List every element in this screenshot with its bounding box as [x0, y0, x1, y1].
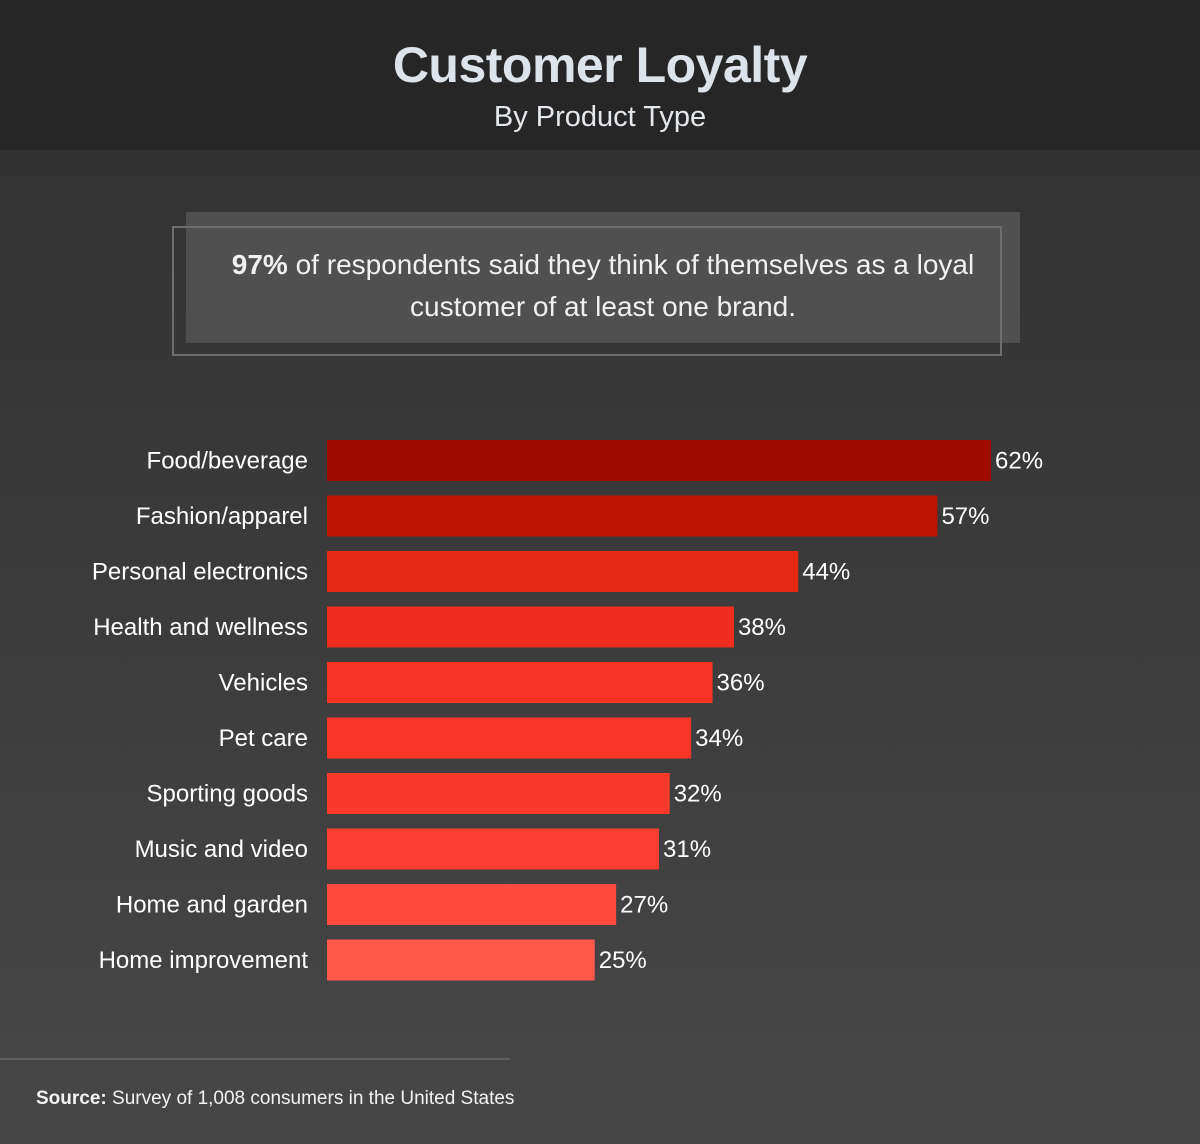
value-label-fashion-apparel: 57% [941, 503, 989, 530]
callout-line-2: customer of at least one brand. [410, 291, 796, 322]
callout-line-1: 97% of respondents said they think of th… [186, 244, 1020, 286]
category-label-vehicles: Vehicles [219, 670, 308, 697]
value-label-music-and-video: 31% [663, 836, 711, 863]
callout-highlight: 97% [231, 249, 288, 280]
category-label-pet-care: Pet care [219, 725, 308, 752]
callout-text: 97% of respondents said they think of th… [186, 244, 1020, 328]
bar-fashion-apparel [327, 495, 938, 537]
category-label-music-and-video: Music and video [135, 836, 308, 863]
value-label-personal-electronics: 44% [802, 559, 850, 586]
chart-header: Customer Loyalty By Product Type [0, 0, 1200, 150]
value-label-pet-care: 34% [695, 725, 743, 752]
chart-subtitle: By Product Type [493, 101, 707, 133]
bar-pet-care [327, 717, 692, 759]
value-label-health-and-wellness: 38% [738, 614, 786, 641]
callout-background [186, 212, 1020, 343]
value-label-home-improvement: 25% [599, 947, 647, 974]
value-label-home-and-garden: 27% [620, 892, 668, 919]
value-label-vehicles: 36% [717, 670, 765, 697]
bar-vehicles [327, 662, 713, 703]
callout-line-1-text: of respondents said they think of themse… [287, 249, 975, 280]
footer-divider [0, 1058, 510, 1060]
category-label-food-beverage: Food/beverage [147, 448, 308, 475]
bar-home-and-garden [327, 884, 617, 925]
value-label-sporting-goods: 32% [674, 781, 722, 808]
bar-personal-electronics [327, 551, 799, 592]
category-label-health-and-wellness: Health and wellness [93, 614, 308, 641]
source-text: Survey of 1,008 consumers in the United … [106, 1088, 515, 1109]
callout-frame [172, 226, 1002, 356]
source-label: Source: [36, 1088, 107, 1109]
bar-home-improvement [327, 939, 595, 981]
source-note: Source: Survey of 1,008 consumers in the… [36, 1088, 514, 1110]
category-label-fashion-apparel: Fashion/apparel [136, 503, 308, 530]
category-label-sporting-goods: Sporting goods [147, 781, 308, 808]
bar-health-and-wellness [327, 606, 734, 648]
value-label-food-beverage: 62% [995, 448, 1043, 475]
category-label-personal-electronics: Personal electronics [92, 559, 308, 586]
bar-food-beverage [327, 440, 991, 481]
bar-sporting-goods [327, 773, 670, 814]
bar-music-and-video [327, 828, 659, 870]
category-label-home-and-garden: Home and garden [116, 892, 308, 919]
chart-title: Customer Loyalty [392, 37, 808, 93]
category-label-home-improvement: Home improvement [99, 947, 309, 974]
